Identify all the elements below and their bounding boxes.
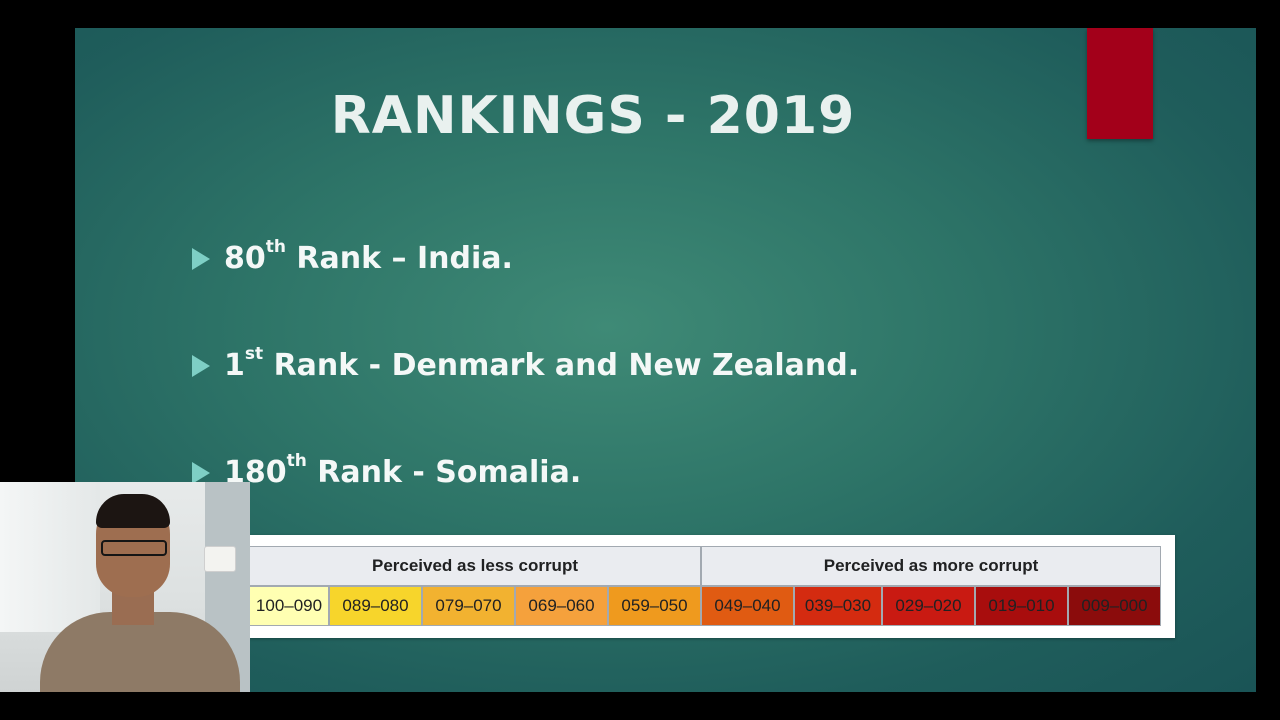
legend-range-cell: 029–020: [882, 586, 975, 626]
legend-range-cell: 069–060: [515, 586, 608, 626]
corruption-legend-table: Perceived as less corrupt Perceived as m…: [249, 535, 1175, 638]
bullet-text: Rank - Denmark and New Zealand.: [263, 348, 860, 383]
legend-header-more-corrupt: Perceived as more corrupt: [701, 546, 1161, 586]
legend-header-less-corrupt: Perceived as less corrupt: [249, 546, 701, 586]
presenter-shirt: [40, 612, 240, 692]
legend-range-cell: 089–080: [329, 586, 422, 626]
legend-range-cell: 079–070: [422, 586, 515, 626]
triangle-right-icon: [192, 354, 210, 377]
legend-range-cell: 039–030: [794, 586, 882, 626]
bullet-number: 1: [224, 348, 245, 383]
bullet-suffix: st: [244, 343, 264, 364]
legend-range-cell: 059–050: [608, 586, 701, 626]
bullet-suffix: th: [286, 450, 307, 471]
legend-range-cell: 100–090: [249, 586, 329, 626]
accent-block: [1087, 28, 1153, 139]
glasses-icon: [101, 540, 167, 556]
bullet-text: Rank - Somalia.: [306, 455, 582, 490]
legend-range-cell: 019–010: [975, 586, 1068, 626]
bullet-number: 80: [224, 241, 266, 276]
window-light: [0, 482, 100, 632]
presenter-hair: [96, 494, 170, 528]
light-switch: [204, 546, 236, 572]
bullet-suffix: th: [265, 236, 286, 257]
triangle-right-icon: [192, 461, 210, 484]
legend-range-cell: 009–000: [1068, 586, 1161, 626]
triangle-right-icon: [192, 247, 210, 270]
legend-range-row: 100–090 089–080 079–070 069–060 059–050 049–0…: [249, 586, 1161, 626]
slide-title: RANKINGS - 2019: [330, 86, 856, 146]
bullet-text: Rank – India.: [285, 241, 513, 276]
legend-range-cell: 049–040: [701, 586, 794, 626]
webcam-overlay: [0, 482, 250, 692]
